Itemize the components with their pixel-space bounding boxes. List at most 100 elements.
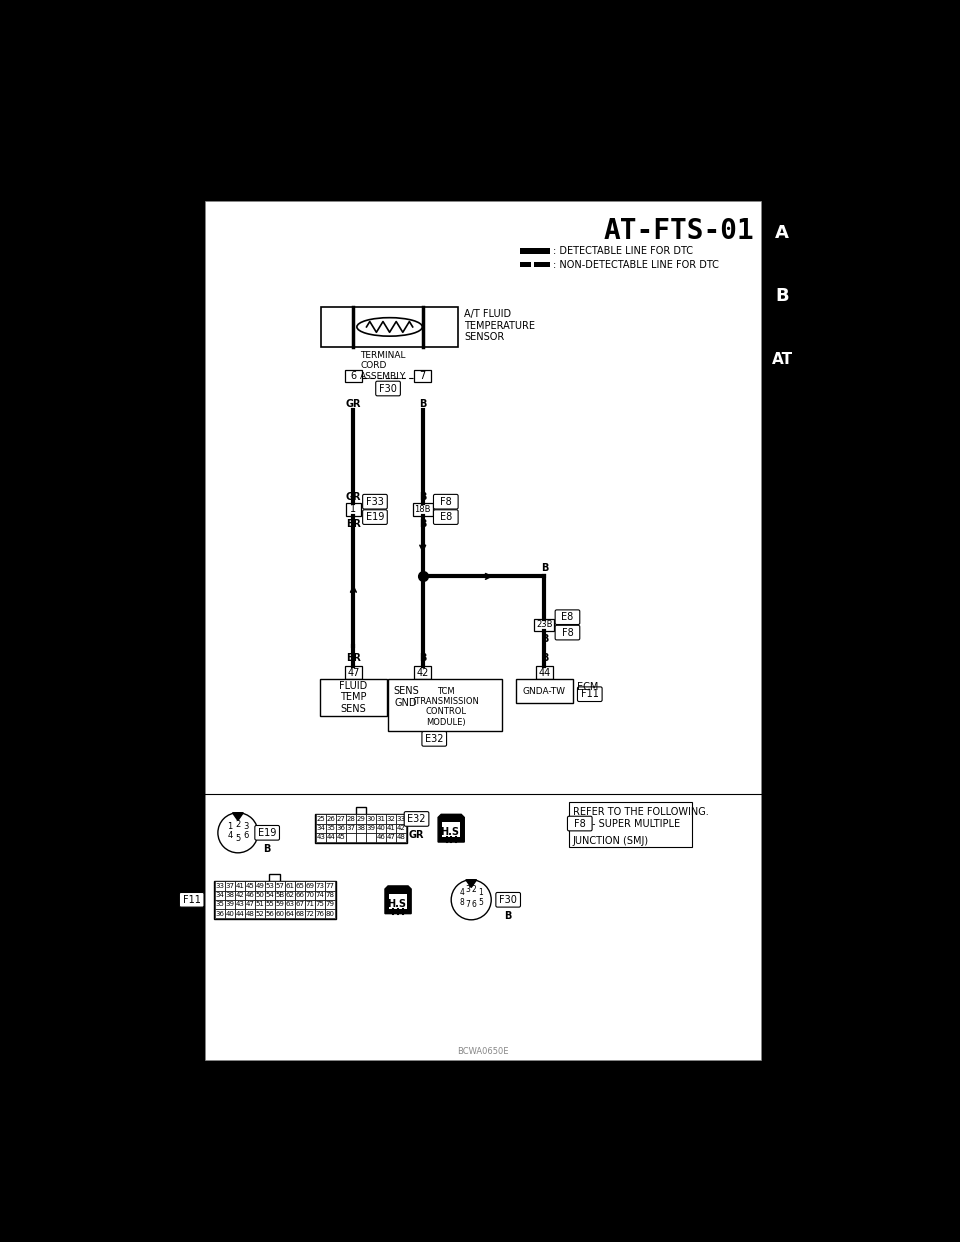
Bar [215,891,225,899]
Text: 26: 26 [326,816,335,822]
Text: F11: F11 [581,689,599,699]
Bar [235,891,245,899]
Bar [347,815,356,823]
Bar [356,815,366,823]
Text: 41: 41 [235,883,244,889]
Text: 47: 47 [387,835,396,841]
Text: GR: GR [346,493,361,503]
FancyBboxPatch shape [363,509,387,524]
Text: 39: 39 [226,902,234,908]
Text: FLUID
TEMP
SENS: FLUID TEMP SENS [339,681,368,714]
Text: 77: 77 [325,883,334,889]
Bar [516,679,573,703]
Bar [366,823,376,833]
Text: 44: 44 [326,835,335,841]
Text: 67: 67 [296,902,304,908]
Bar [265,909,275,918]
Text: 5: 5 [235,833,241,842]
Text: 37: 37 [347,825,355,831]
Text: B: B [419,519,426,529]
Bar [215,909,225,918]
Text: B: B [540,563,548,573]
Bar [285,899,295,909]
Text: F8: F8 [562,627,573,637]
Text: BCWA0650E: BCWA0650E [457,1047,509,1056]
Bar [535,262,550,267]
Text: 3: 3 [466,886,470,894]
Ellipse shape [357,318,422,337]
Text: TERMINAL
CORD
ASSEMBLY: TERMINAL CORD ASSEMBLY [360,350,407,380]
Bar [414,667,431,679]
Text: 29: 29 [357,816,366,822]
Text: 44: 44 [235,910,244,917]
Bar [275,899,285,909]
Text: 6: 6 [243,831,249,841]
Bar [315,891,324,899]
FancyBboxPatch shape [180,893,204,907]
Text: F8: F8 [440,497,451,507]
Bar [225,882,235,891]
Bar [245,909,254,918]
Text: 6: 6 [350,371,356,381]
Bar [305,899,315,909]
Bar [366,815,376,823]
Bar [326,823,336,833]
Text: 52: 52 [255,910,264,917]
Text: A: A [776,224,789,242]
Text: F11: F11 [182,894,201,904]
Text: GNDA-TW: GNDA-TW [523,687,565,696]
Text: TCM
(TRANSMISSION
CONTROL
MODULE): TCM (TRANSMISSION CONTROL MODULE) [413,687,479,727]
Text: 33: 33 [396,816,406,822]
Text: L: L [777,919,788,936]
Bar [388,679,502,732]
Text: 47: 47 [348,668,360,678]
Bar [215,899,225,909]
Text: 53: 53 [265,883,275,889]
Text: : NON-DETECTABLE LINE FOR DTC: : NON-DETECTABLE LINE FOR DTC [553,260,719,270]
Text: 41: 41 [387,825,396,831]
Bar [215,882,225,891]
Text: 37: 37 [226,883,234,889]
Bar [270,874,280,881]
Bar [324,891,335,899]
Text: 4: 4 [228,831,233,841]
Text: A/T FLUID
TEMPERATURE
SENSOR: A/T FLUID TEMPERATURE SENSOR [465,309,536,343]
Text: BR: BR [346,653,361,663]
Text: 36: 36 [337,825,346,831]
Bar [254,909,265,918]
Text: B: B [419,399,426,410]
Text: 50: 50 [255,892,264,898]
Text: 57: 57 [276,883,284,889]
Text: 38: 38 [226,892,234,898]
Text: 68: 68 [296,910,304,917]
Text: 2: 2 [235,820,241,828]
Text: 69: 69 [305,883,314,889]
Text: AT: AT [772,351,793,366]
Bar [245,882,254,891]
Text: 43: 43 [317,835,325,841]
Text: 39: 39 [367,825,375,831]
Text: 1: 1 [350,504,356,514]
Bar [225,899,235,909]
FancyBboxPatch shape [555,610,580,625]
Text: BR: BR [346,519,361,529]
Text: B: B [540,653,548,663]
Bar [336,823,347,833]
Polygon shape [232,812,243,821]
Text: 62: 62 [285,892,295,898]
Bar [347,833,356,842]
Bar [254,899,265,909]
Text: E19: E19 [258,828,276,838]
Bar [324,899,335,909]
Bar [345,370,362,383]
FancyBboxPatch shape [434,494,458,509]
Bar [235,882,245,891]
Text: 34: 34 [317,825,325,831]
Bar [214,881,336,919]
Text: 72: 72 [305,910,314,917]
Text: 35: 35 [326,825,335,831]
Text: 33: 33 [215,883,225,889]
Bar [535,619,554,631]
Bar [245,891,254,899]
Text: 1: 1 [228,822,233,831]
